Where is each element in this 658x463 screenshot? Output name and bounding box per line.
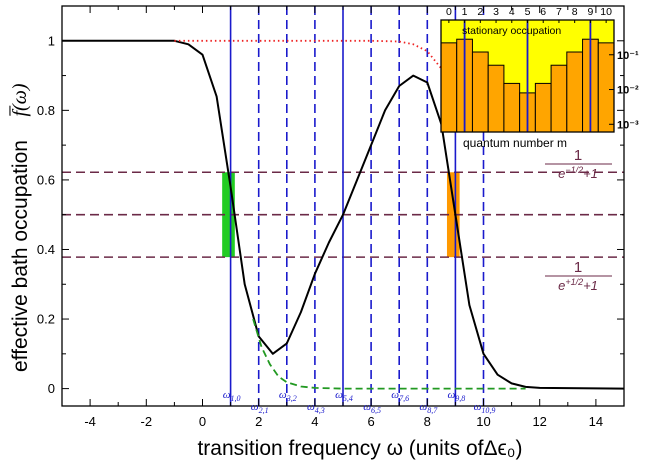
- y-tick-label: 0.4: [37, 242, 55, 257]
- inset-x-tick-label: 3: [493, 6, 499, 18]
- y-tick-label: 0.8: [37, 103, 55, 118]
- inset-title: stationary occupation: [462, 25, 561, 37]
- annotation-lower-numerator: 1: [574, 259, 582, 276]
- transition-frequency-labels: ω1,0 ω2,1 ω3,2 ω4,3 ω5,4 ω6,5 ω7,6 ω8,7 ω9,8 ω10,…: [223, 389, 496, 415]
- annotation-upper-numerator: 1: [574, 147, 582, 164]
- inset-plot: 0 1 2 3 4 5 6 7 8 9 10 10⁻³ 10⁻² 10⁻¹ stationary occu…: [440, 6, 639, 150]
- inset-x-tick-label: 10: [600, 6, 612, 18]
- inset-x-axis-label: quantum number m: [463, 136, 567, 150]
- transition-label-8: ω9,8: [448, 389, 466, 403]
- x-tick-label: 4: [311, 414, 318, 429]
- occupation-bar-10: [597, 42, 615, 133]
- occupation-bar-4: [503, 82, 521, 133]
- occupation-bar-3: [487, 64, 505, 133]
- occupation-bar-2: [471, 51, 489, 133]
- transition-label-2: ω3,2: [279, 389, 297, 403]
- transition-label-5: ω6,5: [363, 401, 381, 415]
- transition-label-7: ω8,7: [419, 401, 438, 415]
- inset-x-tick-label: 0: [446, 6, 452, 18]
- transition-label-9: ω10,9: [474, 401, 496, 415]
- y-tick-label: 1: [48, 33, 55, 48]
- x-tick-label: -2: [141, 414, 153, 429]
- inset-x-tick-label: 2: [477, 6, 483, 18]
- inset-x-tick-label: 1: [462, 6, 468, 18]
- occupation-bar-7: [550, 64, 568, 133]
- y-tick-label: 0.2: [37, 312, 55, 327]
- inset-ticks: 0 1 2 3 4 5 6 7 8 9 10 10⁻³ 10⁻² 10⁻¹: [446, 6, 639, 131]
- x-axis-label: transition frequency ω (units ofΔϵ₀): [197, 437, 522, 460]
- inset-x-tick-label: 4: [509, 6, 515, 18]
- inset-x-tick-label: 8: [572, 6, 578, 18]
- y-tick-label: 0.6: [37, 172, 55, 187]
- y-axis-symbol: f̅(ω): [9, 83, 31, 117]
- inset-y-tick-label: 10⁻²: [617, 85, 639, 97]
- x-tick-label: -4: [84, 414, 96, 429]
- transition-label-3: ω4,3: [307, 401, 325, 415]
- x-tick-label: 8: [424, 414, 431, 429]
- x-tick-label: 0: [199, 414, 206, 429]
- x-tick-label: 12: [532, 414, 546, 429]
- x-tick-label: 10: [476, 414, 490, 429]
- x-tick-label: 6: [367, 414, 374, 429]
- inset-y-tick-label: 10⁻³: [617, 119, 639, 131]
- y-axis-label: effective bath occupation: [9, 140, 32, 372]
- occupation-bar-8: [566, 51, 584, 133]
- x-tick-label: 14: [589, 414, 603, 429]
- inset-y-tick-label: 10⁻¹: [617, 50, 639, 62]
- transition-label-0: ω1,0: [223, 389, 241, 403]
- transition-label-6: ω7,6: [391, 389, 409, 403]
- inset-x-tick-label: 7: [556, 6, 562, 18]
- y-tick-label: 0: [48, 381, 55, 396]
- series-line-2: [252, 318, 526, 390]
- transition-label-1: ω2,1: [251, 401, 269, 415]
- transition-label-4: ω5,4: [335, 389, 353, 403]
- occupation-bar-6: [534, 82, 552, 133]
- occupation-bar-0: [440, 42, 458, 133]
- highlight-bar-1: [446, 172, 460, 258]
- series-line-0: [62, 39, 624, 390]
- inset-x-tick-label: 9: [587, 6, 593, 18]
- x-tick-label: 2: [255, 414, 262, 429]
- inset-x-tick-label: 5: [525, 6, 531, 18]
- inset-x-tick-label: 6: [540, 6, 546, 18]
- annotation-lower-fermi: 1 e+1/2+1: [545, 259, 612, 293]
